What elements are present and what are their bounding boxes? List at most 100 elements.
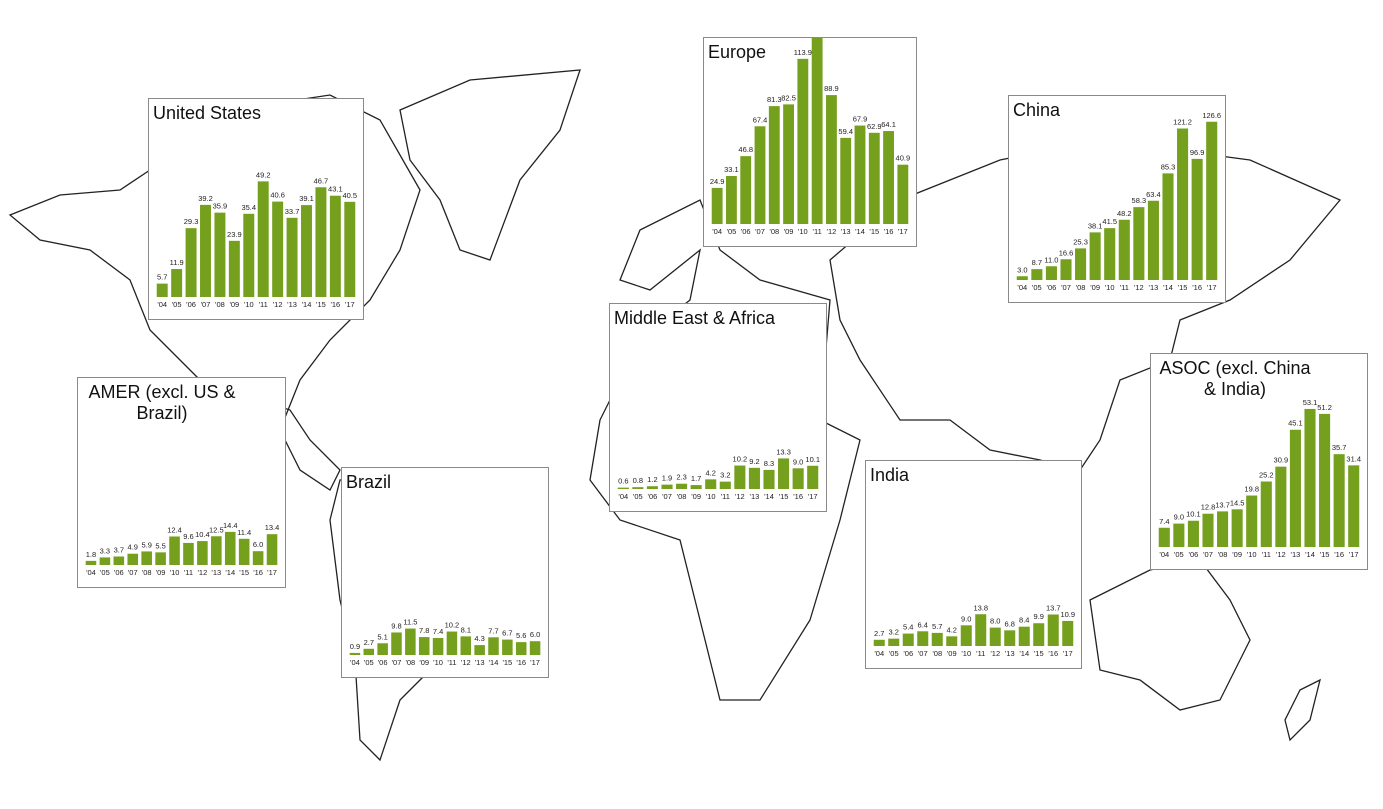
- value-label: 35.4: [241, 203, 256, 212]
- value-label: 12.8: [1201, 503, 1216, 512]
- bar: [888, 638, 900, 646]
- bar: [1162, 173, 1174, 280]
- value-label: 88.9: [824, 84, 839, 93]
- chart-title: AMER (excl. US & Brazil): [88, 382, 236, 423]
- x-tick-label: '17: [1063, 649, 1073, 658]
- bar: [183, 542, 194, 565]
- x-tick-label: '07: [662, 492, 672, 501]
- value-label: 121.2: [1173, 118, 1192, 127]
- bar: [1158, 527, 1170, 547]
- x-tick-label: '17: [1349, 550, 1359, 559]
- value-label: 35.7: [1332, 443, 1347, 452]
- bar: [734, 465, 746, 489]
- value-label: 59.4: [838, 127, 853, 136]
- value-label: 5.4: [903, 623, 913, 632]
- x-tick-label: '12: [198, 568, 208, 577]
- bar: [156, 283, 168, 297]
- x-tick-label: '10: [961, 649, 971, 658]
- bar: [705, 479, 717, 489]
- x-tick-label: '11: [184, 568, 193, 577]
- value-label: 39.2: [198, 194, 213, 203]
- x-tick-label: '06: [114, 568, 124, 577]
- x-tick-label: '13: [750, 492, 760, 501]
- x-tick-label: '05: [100, 568, 110, 577]
- bar: [1289, 429, 1301, 547]
- x-tick-label: '10: [170, 568, 180, 577]
- x-tick-label: '10: [706, 492, 716, 501]
- value-label: 10.9: [1060, 610, 1075, 619]
- chart-panel: 3.0 '04 8.7 '05 11.0 '06 16.6 '07 25.3 '08 38.1 '09…: [1008, 95, 1226, 303]
- x-tick-label: '14: [225, 568, 235, 577]
- value-label: 9.0: [1174, 513, 1184, 522]
- x-tick-label: '16: [516, 658, 526, 667]
- bar: [826, 95, 837, 224]
- value-label: 0.9: [350, 642, 360, 651]
- bar: [1319, 413, 1331, 547]
- value-label: 7.7: [488, 626, 498, 635]
- bar: [797, 58, 809, 224]
- x-tick-label: '07: [1061, 283, 1071, 292]
- value-label: 58.3: [1132, 196, 1147, 205]
- value-label: 8.3: [764, 459, 774, 468]
- x-tick-label: '15: [1320, 550, 1330, 559]
- value-label: 29.3: [184, 217, 199, 226]
- value-label: 67.4: [753, 115, 768, 124]
- bar: [902, 633, 914, 646]
- bar: [315, 187, 327, 297]
- value-label: 9.2: [749, 457, 759, 466]
- value-label: 11.0: [1044, 255, 1058, 264]
- bar: [224, 531, 236, 565]
- value-label: 3.2: [720, 471, 730, 480]
- x-tick-label: '11: [976, 649, 985, 658]
- bar: [1045, 266, 1057, 280]
- bar: [917, 631, 929, 646]
- bar: [840, 137, 852, 224]
- x-tick-label: '10: [1247, 550, 1257, 559]
- bar: [807, 465, 819, 489]
- bar: [1217, 511, 1229, 547]
- chart-panel: 1.8 '04 3.3 '05 3.7 '06 4.9 '07 5.9 '08 5.5 '09 12.4…: [77, 377, 286, 588]
- x-tick-label: '05: [889, 649, 899, 658]
- x-tick-label: '17: [267, 568, 277, 577]
- bar: [1104, 228, 1116, 280]
- x-tick-label: '04: [618, 492, 628, 501]
- bar: [1275, 466, 1287, 547]
- x-tick-label: '14: [855, 227, 865, 236]
- bar: [1348, 465, 1360, 547]
- value-label: 5.9: [141, 540, 151, 549]
- x-tick-label: '07: [392, 658, 402, 667]
- bar: [1133, 207, 1145, 280]
- value-label: 53.1: [1303, 398, 1318, 407]
- value-label: 5.5: [155, 541, 165, 550]
- x-tick-label: '09: [229, 300, 239, 309]
- bar: [975, 614, 987, 646]
- bar: [1118, 219, 1130, 280]
- value-label: 3.2: [889, 628, 899, 637]
- bar: [778, 458, 790, 489]
- value-label: 46.8: [738, 145, 753, 154]
- x-tick-label: '04: [157, 300, 167, 309]
- x-tick-label: '05: [1032, 283, 1042, 292]
- bar: [141, 551, 152, 565]
- value-label: 11.9: [170, 258, 184, 267]
- chart-panel: 0.9 '04 2.7 '05 5.1 '06 9.8 '07 11.5 '08 7.8 '09 7.4…: [341, 467, 549, 678]
- bar: [719, 481, 731, 489]
- value-label: 9.9: [1034, 612, 1044, 621]
- x-tick-label: '11: [813, 227, 822, 236]
- value-label: 0.8: [633, 476, 643, 485]
- bar: [854, 125, 866, 224]
- value-label: 12.4: [167, 525, 182, 534]
- x-tick-label: '15: [779, 492, 789, 501]
- value-label: 10.1: [1186, 510, 1201, 519]
- x-tick-label: '10: [798, 227, 808, 236]
- x-tick-label: '09: [691, 492, 701, 501]
- value-label: 0.6: [618, 477, 628, 486]
- bar: [1147, 200, 1159, 280]
- bar: [488, 637, 499, 655]
- bar: [690, 485, 702, 489]
- bar: [883, 131, 894, 224]
- value-label: 13.4: [265, 523, 280, 532]
- value-label: 4.2: [705, 468, 715, 477]
- bar: [1075, 248, 1087, 280]
- chart: 7.4 '04 9.0 '05 10.1 '06 12.8 '07 13.7 '08 14.5 '09…: [1158, 398, 1361, 559]
